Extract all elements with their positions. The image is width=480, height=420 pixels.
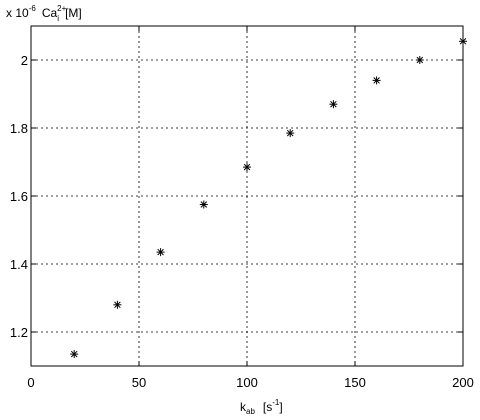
y-label-sub: i	[57, 14, 59, 23]
y-tick-labels: 1.2 1.4 1.6 1.8 2	[10, 53, 28, 340]
x-tick-label: 0	[27, 375, 34, 390]
grid-lines	[31, 26, 463, 366]
x-axis-label: kab [s-1]	[240, 398, 283, 416]
data-point	[113, 300, 122, 309]
data-point	[156, 248, 165, 257]
x-label-unit-sup: -1	[272, 398, 280, 407]
data-markers	[70, 37, 467, 359]
marker-stroke	[459, 38, 467, 45]
data-point	[286, 129, 295, 138]
data-point	[70, 350, 79, 359]
marker-stroke	[157, 248, 164, 256]
marker-stroke	[200, 201, 208, 208]
axis-ticks	[30, 26, 464, 366]
marker-stroke	[416, 56, 424, 64]
y-tick-label: 1.8	[10, 121, 28, 136]
y-label-sup: 2+	[57, 4, 66, 13]
x-tick-label: 100	[236, 375, 258, 390]
x-label-unit-suffix: ]	[279, 400, 282, 414]
data-point	[415, 56, 424, 64]
marker-stroke	[114, 301, 121, 309]
marker-stroke	[70, 350, 78, 358]
y-axis-label: x 10-6 Ca2+ i [M]	[6, 4, 82, 23]
data-point	[243, 163, 251, 172]
data-point	[459, 37, 467, 46]
y-exponent-power: -6	[29, 4, 37, 13]
data-point	[199, 200, 208, 209]
x-tick-labels: 0 50 100 150 200	[27, 375, 473, 390]
marker-stroke	[330, 100, 337, 108]
x-label-unit-prefix: [s	[263, 400, 272, 414]
y-exponent-base: x 10	[6, 6, 29, 20]
y-tick-label: 1.6	[10, 189, 28, 204]
marker-stroke	[286, 129, 294, 137]
y-label-main: Ca	[42, 6, 58, 20]
marker-stroke	[243, 163, 251, 171]
x-label-main: k	[240, 400, 247, 414]
y-tick-label: 1.2	[10, 325, 28, 340]
x-tick-label: 50	[132, 375, 146, 390]
y-tick-label: 2	[21, 53, 28, 68]
x-tick-label: 200	[452, 375, 474, 390]
x-label-sub: ab	[246, 407, 255, 416]
data-point	[329, 100, 338, 109]
data-point	[372, 76, 381, 85]
marker-stroke	[373, 77, 380, 84]
y-tick-label: 1.4	[10, 257, 28, 272]
y-label-unit: [M]	[65, 6, 82, 20]
x-tick-label: 150	[344, 375, 366, 390]
